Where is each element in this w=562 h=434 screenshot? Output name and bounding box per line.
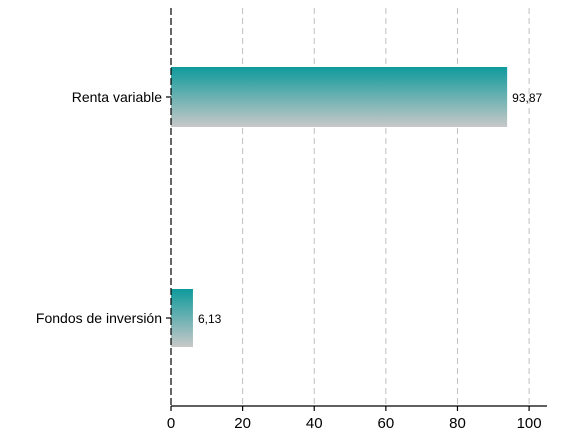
bar-1 xyxy=(171,289,193,347)
labels: 0 20 40 60 80 100 Renta variable Fondos de inve… xyxy=(36,89,543,432)
category-label-0: Renta variable xyxy=(72,89,162,105)
x-tick-label-40: 40 xyxy=(306,415,323,432)
bars xyxy=(171,67,508,347)
x-tick-label-20: 20 xyxy=(234,415,251,432)
category-label-1: Fondos de inversión xyxy=(36,310,162,326)
x-tick-label-60: 60 xyxy=(378,415,395,432)
data-label-1: 6,13 xyxy=(198,312,222,326)
data-label-0: 93,87 xyxy=(512,91,542,105)
x-tick-label-100: 100 xyxy=(517,415,542,432)
x-tick-label-80: 80 xyxy=(449,415,466,432)
axes xyxy=(166,8,547,411)
bar-0 xyxy=(171,67,508,127)
x-tick-label-0: 0 xyxy=(167,415,175,432)
gridlines xyxy=(242,8,530,406)
